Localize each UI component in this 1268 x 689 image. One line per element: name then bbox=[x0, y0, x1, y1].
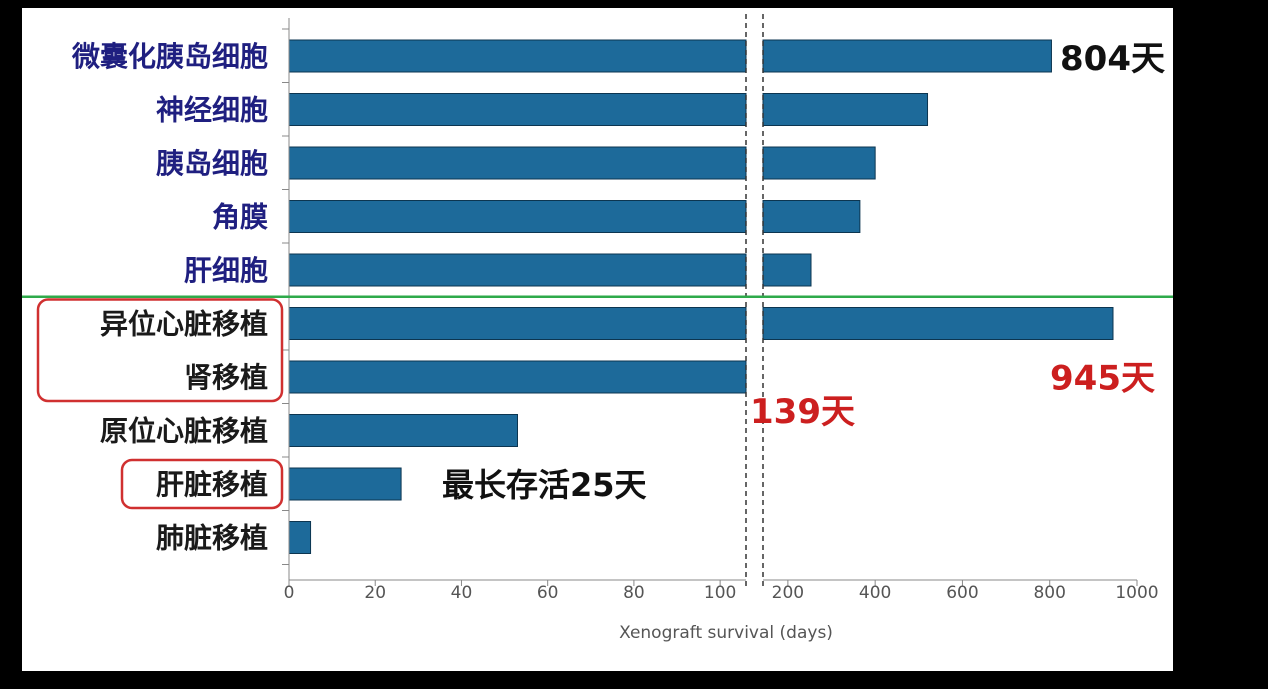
annotation: 945天 bbox=[1050, 359, 1155, 399]
bar-continued bbox=[762, 146, 876, 180]
bar-continued bbox=[762, 93, 929, 126]
bar bbox=[288, 200, 747, 233]
bar-continued bbox=[762, 307, 1114, 340]
category-label: 异位心脏移植 bbox=[100, 308, 268, 341]
x-tick-label: 400 bbox=[859, 583, 891, 603]
x-tick-label: 1000 bbox=[1115, 583, 1158, 603]
x-tick-label: 100 bbox=[704, 583, 736, 603]
bar-continued bbox=[762, 39, 1052, 73]
bar bbox=[288, 39, 747, 73]
x-axis-title: Xenograft survival (days) bbox=[619, 623, 833, 643]
bar bbox=[288, 414, 518, 447]
category-label: 原位心脏移植 bbox=[100, 415, 268, 448]
x-tick-label: 60 bbox=[537, 583, 559, 603]
bar-continued bbox=[762, 253, 812, 287]
annotation: 最长存活25天 bbox=[442, 466, 647, 504]
bar bbox=[288, 93, 747, 126]
bar-continued bbox=[762, 200, 861, 233]
category-label: 肝细胞 bbox=[184, 254, 268, 287]
category-label: 微囊化胰岛细胞 bbox=[71, 40, 268, 73]
x-tick-label: 20 bbox=[364, 583, 386, 603]
x-tick-label: 0 bbox=[284, 583, 295, 603]
category-label: 肾移植 bbox=[184, 361, 268, 394]
category-label: 角膜 bbox=[212, 201, 268, 234]
bar bbox=[288, 146, 747, 180]
category-label: 肝脏移植 bbox=[156, 468, 268, 501]
highlight-box bbox=[120, 458, 284, 510]
x-tick-label: 40 bbox=[451, 583, 473, 603]
annotation: 139天 bbox=[750, 392, 855, 432]
x-tick-label: 80 bbox=[623, 583, 645, 603]
annotation: 804天 bbox=[1060, 39, 1165, 79]
category-label: 胰岛细胞 bbox=[156, 147, 268, 180]
bar bbox=[288, 360, 747, 394]
bar bbox=[288, 467, 402, 501]
bar bbox=[288, 253, 747, 287]
bar bbox=[288, 521, 312, 554]
x-tick-label: 800 bbox=[1033, 583, 1065, 603]
category-label: 神经细胞 bbox=[156, 94, 268, 127]
category-label: 肺脏移植 bbox=[156, 522, 268, 555]
x-tick-label: 200 bbox=[772, 583, 804, 603]
highlight-box bbox=[36, 298, 284, 403]
bar bbox=[288, 307, 747, 340]
x-tick-label: 600 bbox=[946, 583, 978, 603]
